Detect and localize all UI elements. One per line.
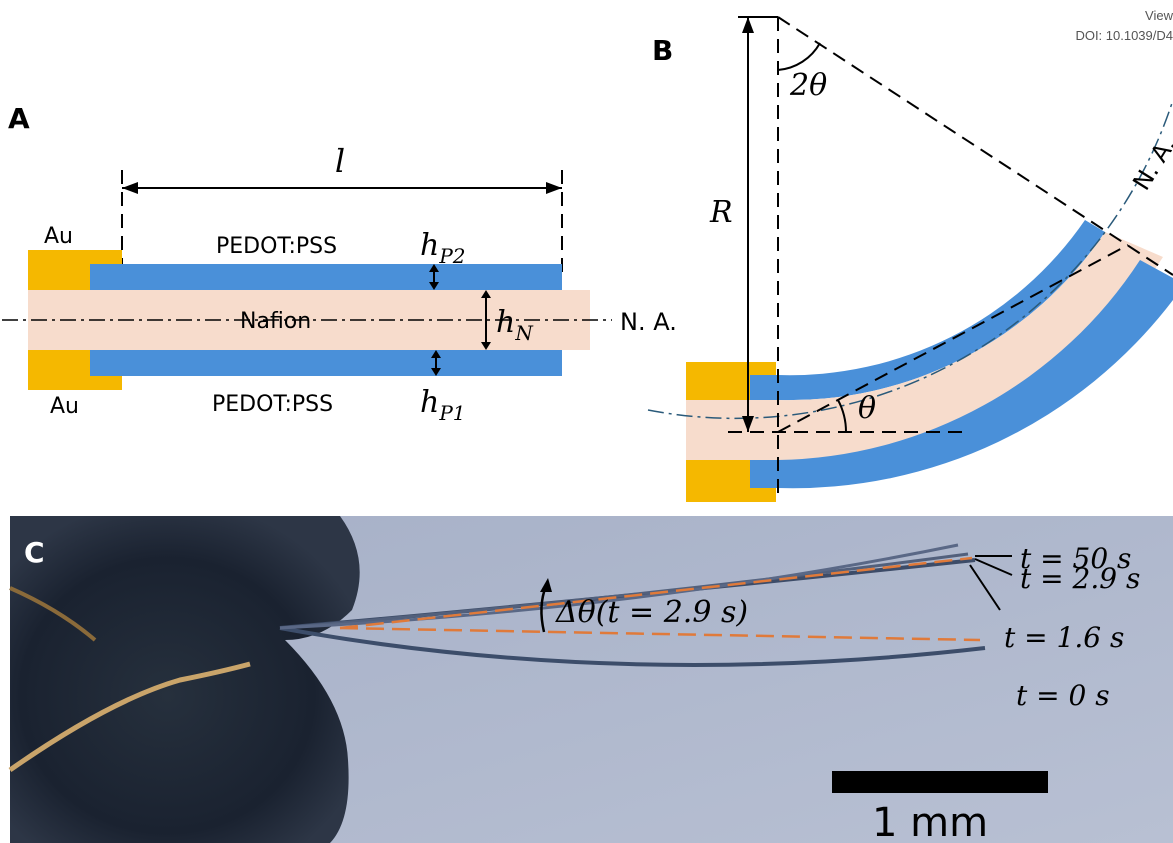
length-symbol: l bbox=[335, 142, 345, 180]
hp1-arrow bbox=[431, 350, 441, 376]
dashed-line-t0 bbox=[339, 626, 981, 642]
length-arrow-left bbox=[122, 182, 138, 194]
scale-bar bbox=[832, 771, 1048, 793]
panel-b-letter: B bbox=[652, 34, 673, 67]
theta-arc bbox=[837, 399, 847, 433]
panel-c: C t = 50 s t = 2.9 s t = 1.6 s t = 0 s Δ… bbox=[8, 516, 1173, 843]
hp2-arrow bbox=[429, 264, 439, 290]
nafion-label: Nafion bbox=[240, 309, 311, 334]
pedot-label-bottom: PEDOT:PSS bbox=[212, 392, 333, 417]
nafion-bent bbox=[686, 232, 1163, 461]
hp1-label: hP1 bbox=[420, 385, 466, 425]
hn-arrow bbox=[481, 290, 491, 350]
strip-t16 bbox=[279, 552, 969, 630]
delta-theta-arrowhead bbox=[540, 578, 552, 592]
chord-dashed-line bbox=[777, 244, 1129, 433]
pedot-bent-top bbox=[750, 220, 1105, 401]
pedot-bent-bottom bbox=[750, 260, 1173, 489]
radius-symbol: R bbox=[709, 195, 733, 230]
panel-a: A l Au Au bbox=[2, 102, 677, 425]
scale-bar-label: 1 mm bbox=[872, 800, 988, 843]
pedot-bottom-layer bbox=[90, 350, 562, 376]
panel-b: B R 2θ θ N. A. bbox=[647, 16, 1173, 502]
radius-arrow-top bbox=[742, 17, 754, 33]
hn-label: hN bbox=[496, 305, 534, 345]
pedot-label-top: PEDOT:PSS bbox=[216, 234, 337, 259]
header-view: View bbox=[1145, 8, 1173, 23]
header-doi: DOI: 10.1039/D4 bbox=[1075, 28, 1173, 43]
two-theta-arc bbox=[777, 42, 821, 71]
dashed-line-t29 bbox=[339, 556, 973, 630]
label-t29: t = 2.9 s bbox=[1020, 562, 1140, 595]
strip-t0 bbox=[279, 626, 986, 667]
delta-theta-label: Δθ(t = 2.9 s) bbox=[555, 595, 748, 630]
label-t0: t = 0 s bbox=[1016, 679, 1110, 712]
panel-c-letter: C bbox=[24, 536, 45, 569]
neutral-axis-label-a: N. A. bbox=[620, 308, 677, 336]
hp2-label: hP2 bbox=[420, 228, 466, 268]
pedot-top-layer bbox=[90, 264, 562, 290]
panel-a-letter: A bbox=[8, 102, 30, 135]
two-theta-label: 2θ bbox=[789, 68, 827, 103]
au-label-top: Au bbox=[44, 224, 73, 249]
pointer-t29 bbox=[974, 558, 1013, 576]
strip-t50 bbox=[279, 543, 959, 630]
gold-wire bbox=[8, 661, 251, 773]
label-t16: t = 1.6 s bbox=[1004, 621, 1124, 654]
length-arrow-right bbox=[546, 182, 562, 194]
au-label-bottom: Au bbox=[50, 394, 79, 419]
pointer-t16 bbox=[969, 564, 1001, 611]
neutral-axis-label-b: N. A. bbox=[1127, 132, 1173, 195]
theta-label: θ bbox=[858, 391, 876, 426]
radius-arrow-bottom bbox=[742, 416, 754, 432]
gold-wire-upper bbox=[9, 586, 97, 642]
label-t50: t = 50 s bbox=[1020, 542, 1131, 575]
angled-dashed-line bbox=[777, 16, 1173, 276]
